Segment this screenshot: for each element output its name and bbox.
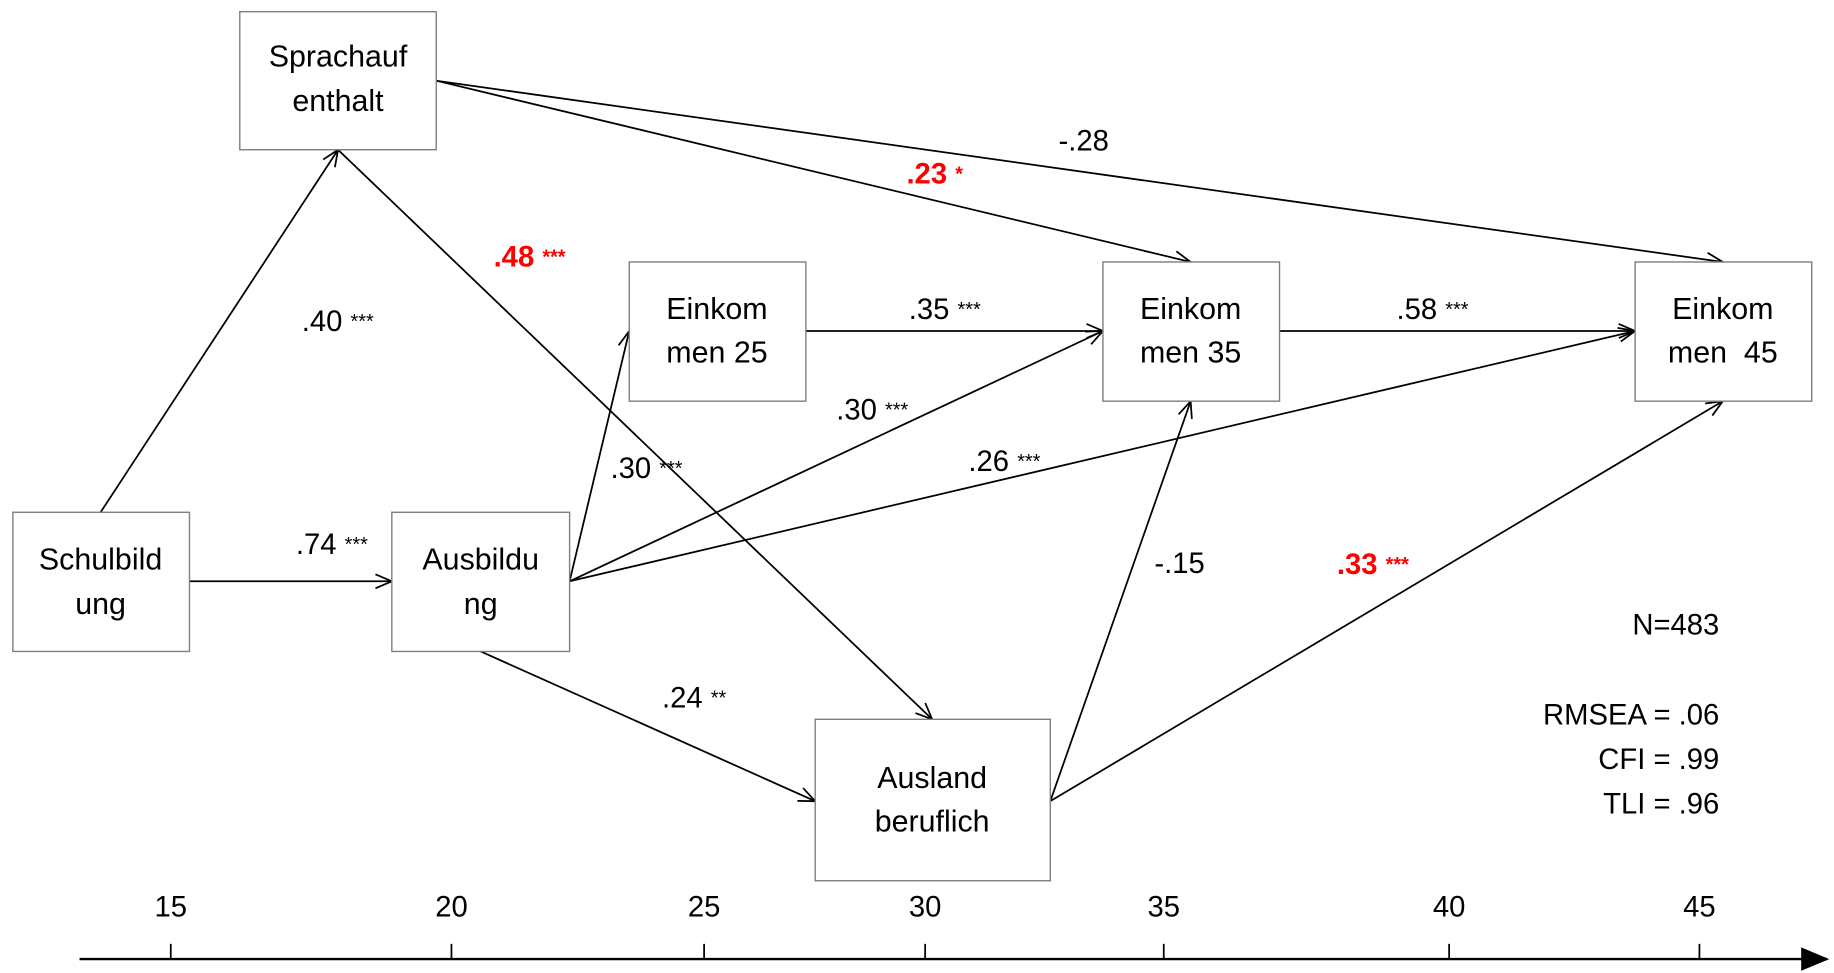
edge-label: .35 *** — [909, 294, 981, 326]
coefficient: .30 — [836, 394, 877, 426]
coefficient: .30 — [611, 453, 652, 485]
fit-stat: N=483 — [1632, 610, 1719, 642]
node-label: ung — [75, 587, 126, 621]
fit-stats: N=483 RMSEA = .06 CFI = .99 TLI = .96 — [1543, 610, 1719, 821]
node: Einkom men 35 — [1102, 261, 1281, 402]
edge-label: .40 *** — [302, 306, 374, 338]
node-label: Sprachauf — [269, 40, 408, 74]
node-label: Ausland — [877, 761, 987, 795]
node-label: Schulbild — [39, 542, 162, 576]
stars: *** — [958, 299, 981, 321]
axis-tick-label: 35 — [1147, 891, 1180, 923]
edge-label: .23 * — [906, 158, 963, 190]
edge — [568, 331, 630, 582]
stars: * — [955, 164, 963, 186]
edge-label: .30 *** — [611, 453, 683, 485]
axis-tick-label: 45 — [1683, 891, 1716, 923]
node-label: men 45 — [1668, 335, 1778, 369]
axis-tick-label: 15 — [154, 891, 187, 923]
stars: *** — [542, 247, 565, 269]
edges — [99, 79, 1723, 802]
node: Schulbild ung — [12, 511, 191, 653]
edge — [337, 149, 932, 720]
stars: *** — [351, 311, 374, 333]
coefficient: .58 — [1397, 294, 1438, 326]
fit-stat: TLI = .96 — [1603, 789, 1719, 821]
edge-label: .24 ** — [662, 682, 727, 714]
axis-tick-label: 25 — [688, 891, 721, 923]
edge — [1049, 401, 1723, 802]
edge-label: .48 *** — [494, 241, 566, 273]
edge-label: .26 *** — [968, 446, 1040, 478]
edge-labels: .40 *** .74 *** .48 *** .23 * -.28 .30 *… — [296, 125, 1469, 714]
edge-label: -.15 — [1154, 548, 1204, 580]
node-label: enthalt — [292, 84, 384, 118]
coefficient: -.28 — [1058, 125, 1108, 157]
edge — [569, 331, 1636, 583]
edge-label: -.28 — [1058, 125, 1108, 157]
fit-stat: CFI = .99 — [1598, 744, 1719, 776]
edge — [569, 331, 1103, 583]
node: Einkom men 45 — [1634, 261, 1813, 402]
coefficient: -.15 — [1154, 548, 1204, 580]
stars: *** — [1386, 554, 1409, 576]
node-label: Einkom — [666, 292, 767, 326]
edge-label: .74 *** — [296, 529, 368, 561]
coefficient: .23 — [906, 158, 947, 190]
stars: *** — [1445, 299, 1468, 321]
node: Ausbildu ng — [391, 511, 571, 653]
coefficient: .24 — [662, 682, 703, 714]
edge-label: .33 *** — [1337, 549, 1409, 581]
edge-label: .30 *** — [836, 394, 908, 426]
node-label: Einkom — [1672, 292, 1773, 326]
node-label: Einkom — [1140, 292, 1241, 326]
node-label: men 35 — [1140, 335, 1241, 369]
node-label: ng — [464, 587, 498, 621]
age-axis: 15 20 25 30 35 40 45 — [79, 891, 1830, 971]
coefficient: .40 — [302, 306, 343, 338]
edge — [99, 150, 338, 513]
coefficient: .74 — [296, 529, 337, 561]
coefficient: .48 — [494, 241, 535, 273]
edge-label: .58 *** — [1397, 294, 1469, 326]
axis-tick-label: 40 — [1433, 891, 1466, 923]
fit-stat: RMSEA = .06 — [1543, 700, 1719, 732]
edge — [436, 79, 1190, 262]
coefficient: .26 — [968, 446, 1009, 478]
stars: *** — [1017, 451, 1040, 473]
stars: ** — [711, 688, 727, 710]
edge — [436, 79, 1723, 262]
node: Sprachauf enthalt — [239, 10, 437, 151]
node-label: beruflich — [875, 804, 990, 838]
stars: *** — [885, 400, 908, 422]
node-label: men 25 — [666, 335, 767, 369]
node-label: Ausbildu — [422, 542, 539, 576]
edge — [1049, 401, 1190, 802]
node: Ausland beruflich — [814, 718, 1052, 882]
axis-tick-label: 30 — [909, 891, 942, 923]
edge — [480, 650, 816, 801]
axis-tick-label: 20 — [435, 891, 468, 923]
stars: *** — [345, 534, 368, 556]
coefficient: .35 — [909, 294, 950, 326]
stars: *** — [659, 458, 682, 480]
coefficient: .33 — [1337, 549, 1378, 581]
node: Einkom men 25 — [628, 261, 807, 402]
